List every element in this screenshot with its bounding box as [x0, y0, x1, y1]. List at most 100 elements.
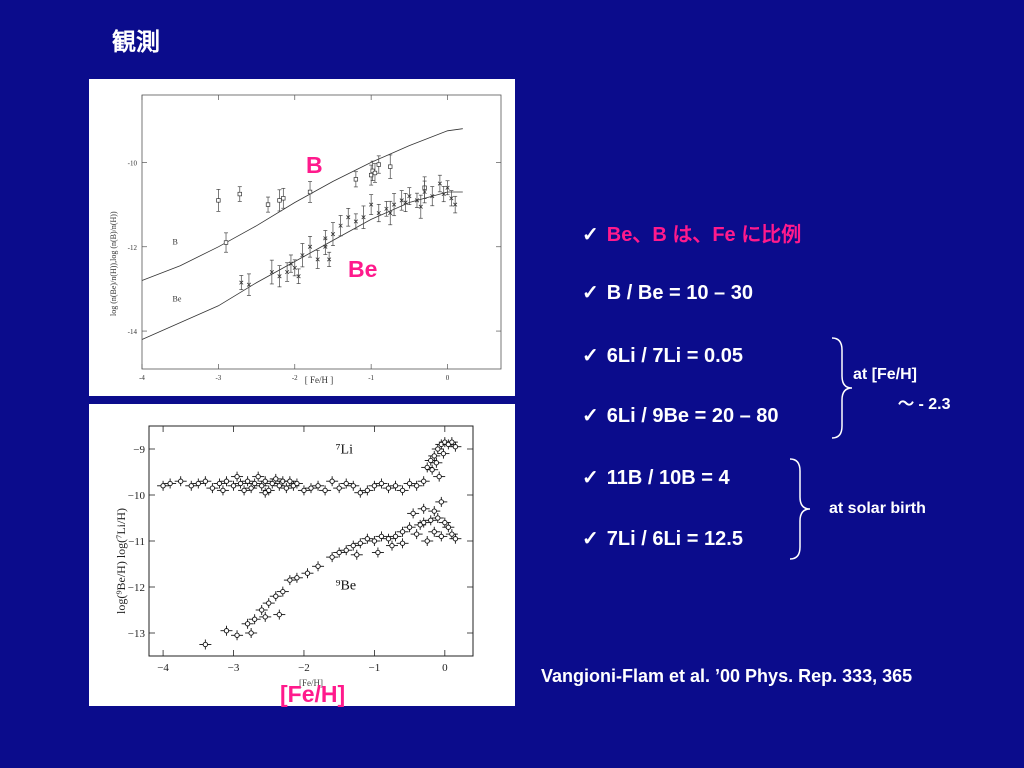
chart1-point-cross	[285, 269, 290, 275]
chart2-point-li7	[431, 453, 437, 459]
chart2-point-be9	[452, 536, 459, 542]
chart2-point-li7	[195, 480, 201, 487]
chart2-point-li7	[436, 473, 442, 480]
chart1-point-cross	[422, 189, 427, 195]
chart2-point-be9	[399, 529, 406, 535]
chart2-point-li7	[167, 480, 173, 487]
chart1-point-cross	[296, 274, 301, 279]
chart2-point-li7	[273, 476, 279, 482]
chart1-frame	[141, 94, 502, 370]
chart2-point-be9	[273, 593, 279, 599]
chart1-point-cross	[277, 274, 282, 279]
right-brace-icon	[831, 337, 853, 439]
chart2-point-li7	[433, 460, 440, 466]
chart1-point-cross	[441, 191, 446, 197]
chart2-ytick-label: −12	[128, 582, 145, 594]
chart2-point-li7	[237, 480, 244, 487]
chart1-point-cross	[323, 236, 328, 241]
chart1-xtick-label: 0	[446, 374, 450, 382]
overlay-label-b: B	[306, 152, 323, 178]
chart2-point-li7	[429, 467, 435, 473]
chart2-point-be9	[438, 499, 444, 505]
chart2-point-be9	[202, 641, 208, 648]
chart2-point-be9	[304, 570, 311, 576]
chart1-point-cross	[449, 196, 454, 201]
chart1-point-cross	[399, 198, 404, 203]
chart2-point-be9	[244, 621, 251, 627]
chart2-ylabel: log(⁹Be/H) log(⁷Li/H)	[114, 508, 128, 614]
check-icon: ✓	[582, 405, 599, 427]
chart2-point-be9	[280, 588, 286, 595]
bullet-be-b-fe: ✓ Be、B は、Fe に比例	[582, 218, 801, 247]
chart2-point-li7	[452, 444, 459, 450]
chart2-xlabel: [Fe/H]	[299, 678, 323, 688]
chart2-point-be9	[364, 536, 370, 542]
chart2-point-be9	[435, 515, 441, 521]
chart1-point-cross	[430, 194, 435, 199]
chart2-point-be9	[392, 533, 399, 540]
chart2-point-li7	[209, 485, 216, 491]
chart1-xlabel: [ Fe/H ]	[305, 375, 334, 385]
chart1-point-cross	[338, 223, 343, 228]
bullet-7li-6li-ratio: ✓ 7Li / 6Li = 12.5	[582, 526, 743, 551]
chart2-point-be9	[399, 540, 406, 546]
chart1-point-square	[281, 196, 286, 201]
chart1-point-cross	[403, 200, 408, 205]
chart2-point-li7	[287, 478, 293, 484]
chart2-point-li7	[392, 483, 399, 489]
check-icon: ✓	[582, 224, 599, 246]
chart1-point-cross	[414, 198, 420, 203]
chart1-ytick-label: -12	[128, 244, 138, 252]
note-solar-birth: at solar birth	[829, 500, 926, 517]
chart2-point-be9	[421, 506, 427, 512]
chart2-point-li7	[350, 483, 356, 489]
chart1-point-cross	[292, 265, 297, 270]
chart1-point-cross	[327, 257, 332, 262]
chart1-point-cross	[246, 282, 252, 287]
chart2-point-li7	[283, 485, 289, 491]
chart2-ytick-label: −10	[128, 490, 146, 502]
chart2-point-li7	[343, 480, 349, 487]
right-brace-icon	[789, 458, 811, 560]
check-icon: ✓	[582, 467, 599, 489]
chart2-point-li7	[244, 478, 251, 484]
chart1-point-cross	[346, 215, 351, 220]
chart2-point-li7	[252, 480, 258, 487]
citation: Vangioni-Flam et al. ’00 Phys. Rep. 333,…	[541, 666, 913, 686]
chart2-point-li7	[188, 483, 194, 489]
note-feh-value: ～ - 2.3	[898, 396, 951, 413]
chart2-point-be9	[259, 607, 265, 613]
chart1-curve-b	[141, 128, 463, 281]
chart2-point-li7	[371, 483, 378, 489]
chart1-point-square	[372, 170, 378, 176]
be-b-abundance-chart: log (n(Be)/n(H)),log (n(B)/n(H)) [ Fe/H …	[89, 79, 515, 396]
chart2-ytick-label: −13	[128, 628, 146, 640]
chart1-point-cross	[376, 210, 381, 216]
chart1-point-cross	[239, 280, 244, 285]
chart2-point-be9	[357, 540, 363, 546]
bullet-text: 7Li / 6Li = 12.5	[606, 528, 743, 550]
chart1-point-square	[307, 189, 313, 195]
chart2-point-be9	[329, 554, 335, 560]
note-feh: at [Fe/H]	[853, 366, 917, 383]
chart2-series-label: ⁷Li	[336, 443, 353, 458]
chart2-point-li7	[308, 485, 314, 491]
li-be-abundance-chart: log(⁹Be/H) log(⁷Li/H) [Fe/H] −4 −3 −2 −1 0 −9…	[89, 404, 515, 706]
chart2-point-be9	[431, 508, 437, 514]
chart2-point-li7	[294, 480, 300, 487]
bullet-text: 11B / 10B = 4	[606, 467, 730, 489]
chart1-point-square	[277, 198, 282, 203]
chart1-point-cross	[330, 232, 336, 237]
chart2-point-li7	[329, 478, 335, 484]
chart1-curve-label: Be	[173, 295, 182, 304]
chart2-point-li7	[440, 450, 447, 457]
chart2-point-li7	[421, 478, 427, 484]
chart2-xtick-label: −1	[369, 662, 381, 674]
chart2-point-be9	[449, 531, 455, 537]
chart2-point-li7	[234, 473, 240, 480]
chart2-point-li7	[262, 478, 268, 484]
chart1-point-cross	[361, 215, 366, 220]
chart2-point-be9	[262, 614, 268, 620]
chart2-point-be9	[431, 529, 437, 535]
chart1-xtick-label: -3	[215, 374, 221, 382]
